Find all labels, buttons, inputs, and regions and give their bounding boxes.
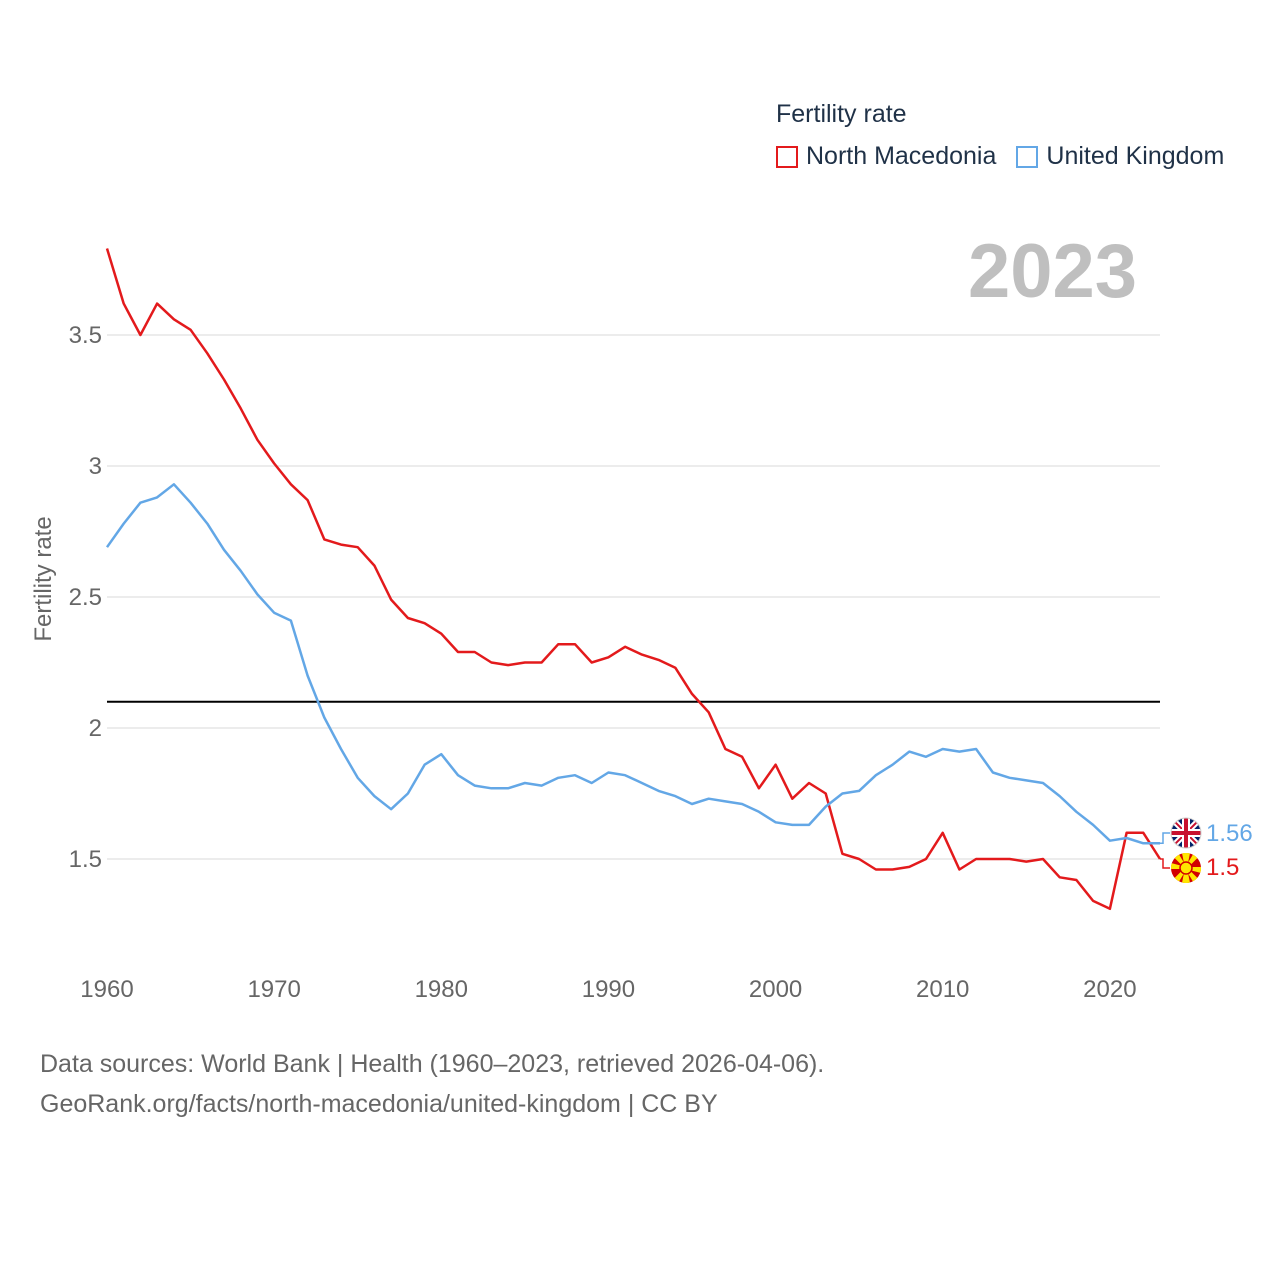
united-kingdom-end-label: 1.56 — [1206, 820, 1253, 847]
legend-swatch-north-macedonia — [776, 145, 798, 168]
x-tick-label: 1980 — [415, 976, 468, 1003]
series-lines — [105, 248, 1170, 911]
legend-title: Fertility rate — [776, 100, 907, 128]
legend: Fertility rate North Macedonia United Ki… — [776, 100, 1244, 171]
y-tick-label: 3.5 — [69, 322, 102, 349]
series-line-united-kingdom[interactable] — [105, 483, 1160, 845]
year-display: 2023 — [968, 229, 1138, 314]
series-line-north-macedonia[interactable] — [105, 248, 1162, 911]
legend-label-north-macedonia: North Macedonia — [806, 142, 997, 170]
north-macedonia-end-label: 1.5 — [1206, 854, 1239, 881]
x-tick-label: 2010 — [916, 976, 969, 1003]
y-tick-label: 3 — [89, 453, 102, 480]
legend-item-north-macedonia[interactable]: North Macedonia — [776, 142, 996, 171]
x-tick-label: 1970 — [247, 976, 300, 1003]
legend-item-united-kingdom[interactable]: United Kingdom — [1016, 142, 1224, 171]
x-tick-label: 1990 — [582, 976, 635, 1003]
connector-north-macedonia — [1160, 858, 1170, 869]
connector-united-kingdom — [1160, 832, 1170, 845]
y-axis: 1.5 2 2.5 3 3.5 — [69, 322, 102, 873]
north-macedonia-flag-icon — [1171, 853, 1201, 883]
y-tick-label: 1.5 — [69, 846, 102, 873]
x-axis: 1960 1970 1980 1990 2000 2010 2020 — [80, 976, 1136, 1003]
source-link-text[interactable]: GeoRank.org/facts/north-macedonia/united… — [40, 1090, 718, 1118]
united-kingdom-flag-icon — [1170, 817, 1202, 849]
x-tick-label: 2000 — [749, 976, 802, 1003]
y-axis-label: Fertility rate — [30, 516, 57, 641]
legend-items: North Macedonia United Kingdom — [776, 142, 1244, 171]
legend-swatch-united-kingdom — [1016, 145, 1039, 168]
y-tick-label: 2.5 — [69, 584, 102, 611]
y-tick-label: 2 — [89, 715, 102, 742]
legend-label-united-kingdom: United Kingdom — [1046, 142, 1225, 170]
footer: Data sources: World Bank | Health (1960–… — [40, 1044, 824, 1124]
data-source-text: Data sources: World Bank | Health (1960–… — [40, 1050, 825, 1078]
x-tick-label: 2020 — [1083, 976, 1136, 1003]
x-tick-label: 1960 — [80, 976, 133, 1003]
